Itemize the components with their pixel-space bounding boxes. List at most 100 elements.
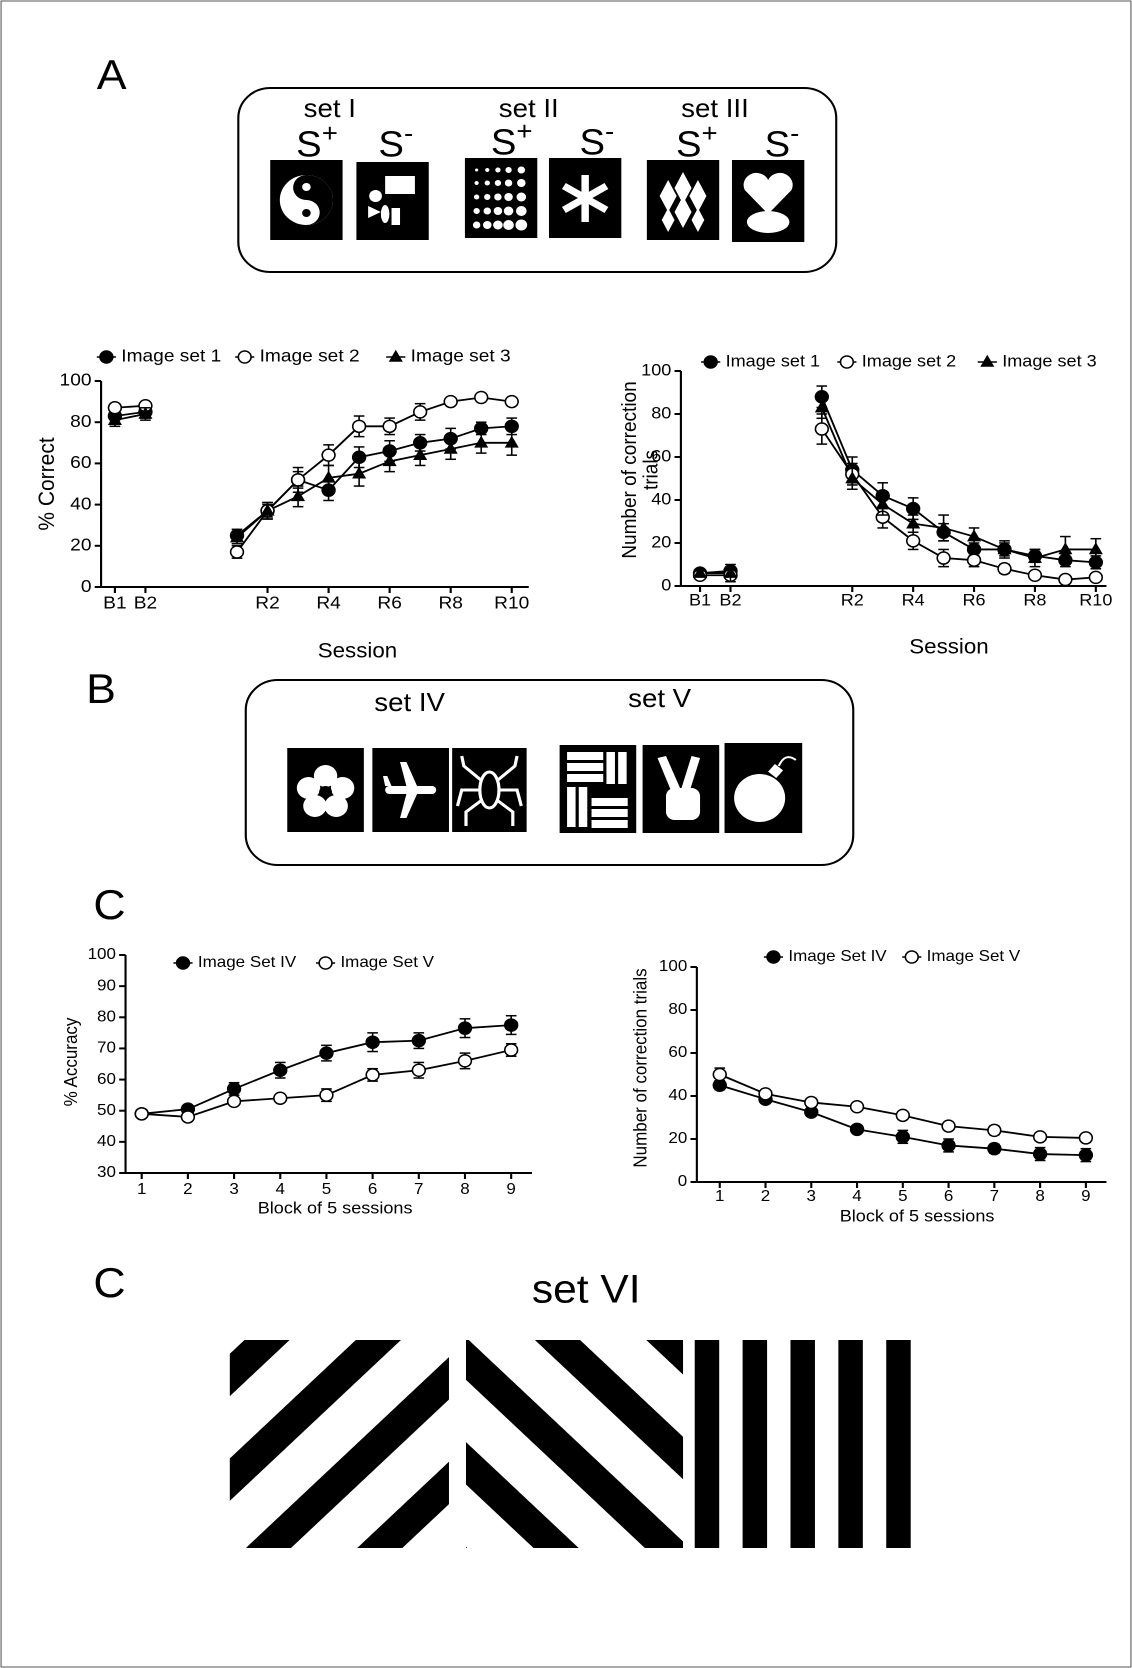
x-tick-label: 2 — [761, 1188, 770, 1205]
stimulus-box-a-shape-shape — [689, 180, 707, 212]
stimulus-box-b-shape — [657, 756, 701, 820]
marker — [503, 1018, 519, 1032]
legend-marker — [388, 349, 403, 362]
marker — [503, 1043, 519, 1057]
marker — [474, 390, 489, 405]
stimulus-box-a-shape — [561, 175, 609, 222]
marker — [849, 1122, 865, 1137]
x-tick-label: 9 — [1081, 1188, 1090, 1205]
y-tick-label: 40 — [651, 489, 671, 508]
y-tick-label: 20 — [70, 534, 91, 554]
x-tick-label: R6 — [377, 592, 401, 612]
label: S+ — [296, 119, 338, 165]
label: S+ — [491, 117, 533, 163]
stimulus-box-b-shape-shape — [464, 798, 483, 826]
x-tick-label: 1 — [137, 1181, 146, 1198]
label: set I — [304, 94, 356, 123]
stimulus-box-b-shape-shape — [383, 776, 392, 786]
stimulus-box-a-shape — [302, 183, 311, 191]
marker — [412, 405, 428, 419]
y-tick-label: 60 — [668, 1044, 687, 1061]
label: set IV — [374, 688, 445, 717]
marker — [875, 497, 890, 510]
y-axis-label: trials — [640, 450, 663, 490]
y-tick-label: 0 — [81, 575, 92, 595]
marker — [1058, 542, 1073, 555]
stimulus-box-a-shape-shape — [484, 194, 491, 200]
stimulus-box-b-shape-shape — [666, 788, 701, 820]
stimulus-box-b-shape-shape — [324, 795, 348, 817]
stimulus-box-b-shape-shape — [657, 756, 681, 794]
stimulus-box-a-shape-shape — [483, 221, 492, 229]
stimulus-box-a-shape-shape — [495, 167, 501, 173]
panel-label: C — [93, 1260, 125, 1306]
stimulus-box-a-shape-shape — [504, 179, 513, 187]
marker — [1027, 550, 1042, 563]
marker — [319, 1046, 334, 1060]
stimulus-box-b-shape — [296, 765, 355, 817]
x-tick-label: 5 — [898, 1188, 907, 1205]
x-tick-label: 4 — [276, 1181, 285, 1198]
label: S- — [765, 119, 800, 165]
legend-label: Image Set V — [340, 954, 434, 971]
marker — [814, 422, 830, 436]
x-tick-label: 7 — [414, 1181, 423, 1198]
legend-marker — [703, 355, 718, 369]
marker — [895, 1130, 910, 1144]
marker — [351, 419, 367, 434]
set-title: set VI — [532, 1267, 641, 1312]
x-tick-label: 8 — [460, 1181, 469, 1198]
label: S — [378, 124, 404, 165]
marker — [457, 1054, 473, 1068]
stimulus-box-b-shape-shape — [606, 752, 615, 784]
stimulus-box-b-shape-shape — [400, 794, 418, 818]
marker — [321, 448, 336, 462]
marker — [107, 401, 123, 415]
stimulus-box-a-shape-shape — [505, 167, 512, 173]
legend-marker — [839, 355, 855, 369]
label: S- — [378, 119, 413, 165]
marker — [1032, 1147, 1048, 1161]
x-tick-label: 7 — [990, 1188, 999, 1205]
grating-shape — [229, 1340, 449, 1548]
label: set V — [628, 684, 691, 713]
stimulus-box-a-shape-shape — [517, 166, 526, 174]
x-tick-label: B2 — [134, 592, 157, 612]
marker — [941, 1119, 956, 1133]
stimulus-box-b-shape-shape — [578, 787, 588, 827]
x-tick-label: B1 — [689, 590, 711, 609]
x-tick-label: R2 — [255, 592, 279, 612]
stimulus-box-a-shape — [368, 206, 381, 218]
marker — [107, 412, 122, 425]
marker — [814, 400, 829, 413]
marker — [987, 1141, 1002, 1156]
series-line — [699, 396, 1096, 574]
stimulus-box-b-shape-shape — [497, 788, 523, 807]
stimulus-box-b-shape-shape — [591, 798, 628, 806]
stimulus-box-b-shape — [244, 679, 855, 866]
stimulus-box-a-shape — [385, 176, 415, 194]
legend-marker — [99, 350, 114, 364]
stimulus-box-a-shape-shape — [516, 192, 527, 202]
marker — [365, 1035, 380, 1049]
marker — [457, 1021, 473, 1035]
marker — [273, 1091, 288, 1106]
x-axis-label: Session — [318, 638, 397, 662]
grating-shape — [694, 1340, 911, 1548]
legend-marker — [904, 950, 919, 964]
marker — [291, 489, 306, 502]
x-tick-label: R10 — [1079, 590, 1112, 609]
stimulus-box-b-shape — [734, 774, 786, 822]
x-tick-label: 4 — [852, 1188, 861, 1205]
marker — [260, 503, 275, 516]
grating-shape-shape — [742, 1340, 768, 1548]
marker — [966, 553, 982, 567]
label: S — [579, 122, 605, 163]
x-tick-label: 2 — [183, 1181, 192, 1198]
legend-marker — [766, 950, 781, 964]
stimulus-box-a-shape-shape — [561, 182, 609, 214]
label: S+ — [676, 119, 718, 165]
label: set III — [681, 94, 749, 123]
marker — [905, 501, 921, 516]
